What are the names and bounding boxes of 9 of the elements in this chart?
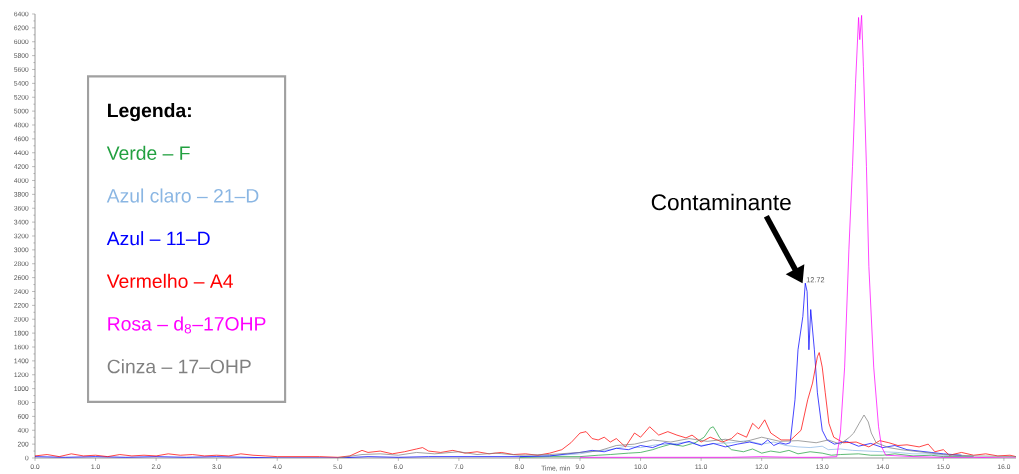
legend-title: Legenda: [108, 103, 191, 122]
line-series [519, 426, 974, 458]
text: Azul claro – 21–D [106, 188, 259, 203]
annotation: Contaminante [651, 193, 791, 211]
text: Cinza – 17–OHP [107, 359, 251, 374]
text: Azul – 11–D [106, 231, 210, 246]
text: Rosa – d$_{8}$–17OHP [108, 316, 266, 334]
text: Verde – F [106, 145, 190, 160]
text: Vermelho – A4 [106, 273, 233, 288]
